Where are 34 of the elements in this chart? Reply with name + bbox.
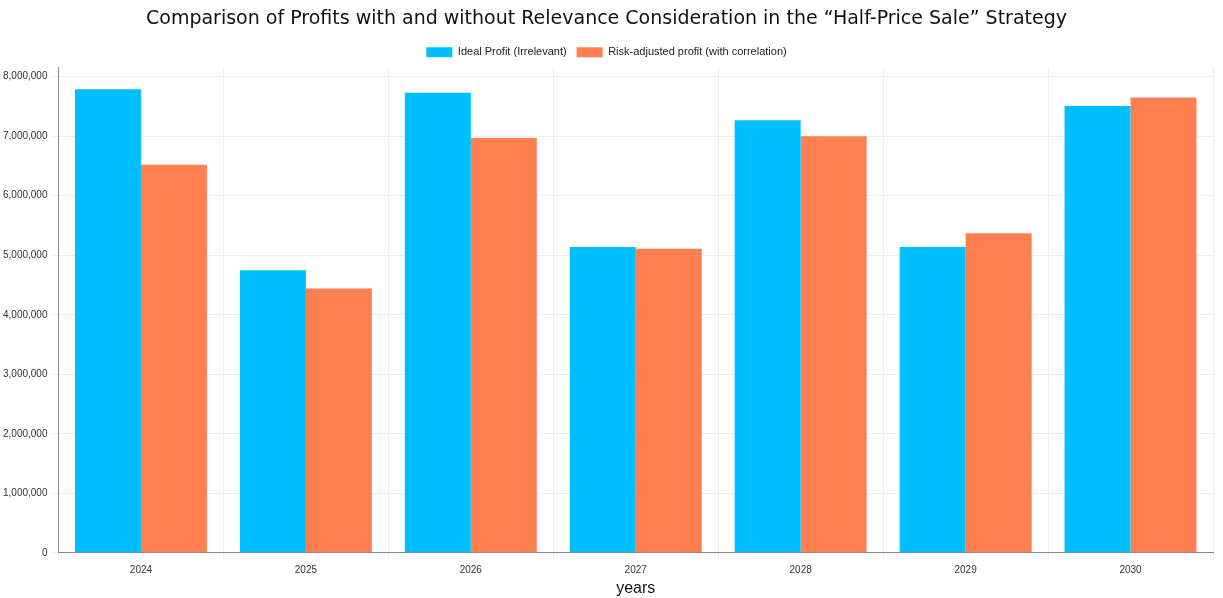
x-axis-title: years xyxy=(616,578,656,596)
x-tick-label: 2025 xyxy=(294,563,318,575)
legend-label: Ideal Profit (Irrelevant) xyxy=(457,45,567,58)
x-tick-label: 2024 xyxy=(129,563,153,575)
legend-label: Risk-adjusted profit (with correlation) xyxy=(608,45,787,58)
bar xyxy=(1064,105,1131,553)
y-tick-label: 4,000,000 xyxy=(2,308,48,320)
y-tick-label: 2,000,000 xyxy=(2,427,48,439)
y-tick-label: 5,000,000 xyxy=(2,249,48,260)
bar xyxy=(569,246,636,553)
y-tick-label: 1,000,000 xyxy=(2,487,48,499)
y-tick-label: 6,000,000 xyxy=(2,189,48,201)
bar xyxy=(74,89,141,553)
x-tick-label: 2027 xyxy=(624,563,648,575)
y-tick-label: 7,000,000 xyxy=(2,129,48,141)
x-tick-label: 2030 xyxy=(1119,563,1143,575)
bar xyxy=(899,246,966,553)
bar xyxy=(470,138,537,553)
bar xyxy=(734,120,801,553)
bar xyxy=(239,270,306,553)
bar xyxy=(404,92,471,553)
x-tick-label: 2029 xyxy=(954,563,978,575)
bar xyxy=(965,233,1032,553)
bar xyxy=(800,136,867,553)
x-tick-label: 2026 xyxy=(459,563,483,575)
y-tick-label: 3,000,000 xyxy=(2,368,48,380)
chart-title: Comparison of Profits with and without Relevance Consideration in the “Half-Price Sale” Strategy xyxy=(145,6,1068,29)
x-tick-label: 2028 xyxy=(789,563,813,575)
bar xyxy=(140,164,207,553)
bar xyxy=(635,248,702,553)
bar xyxy=(1130,97,1197,553)
bar xyxy=(305,288,372,553)
y-tick-label: 0 xyxy=(41,546,48,558)
y-tick-label: 8,000,000 xyxy=(2,70,48,82)
